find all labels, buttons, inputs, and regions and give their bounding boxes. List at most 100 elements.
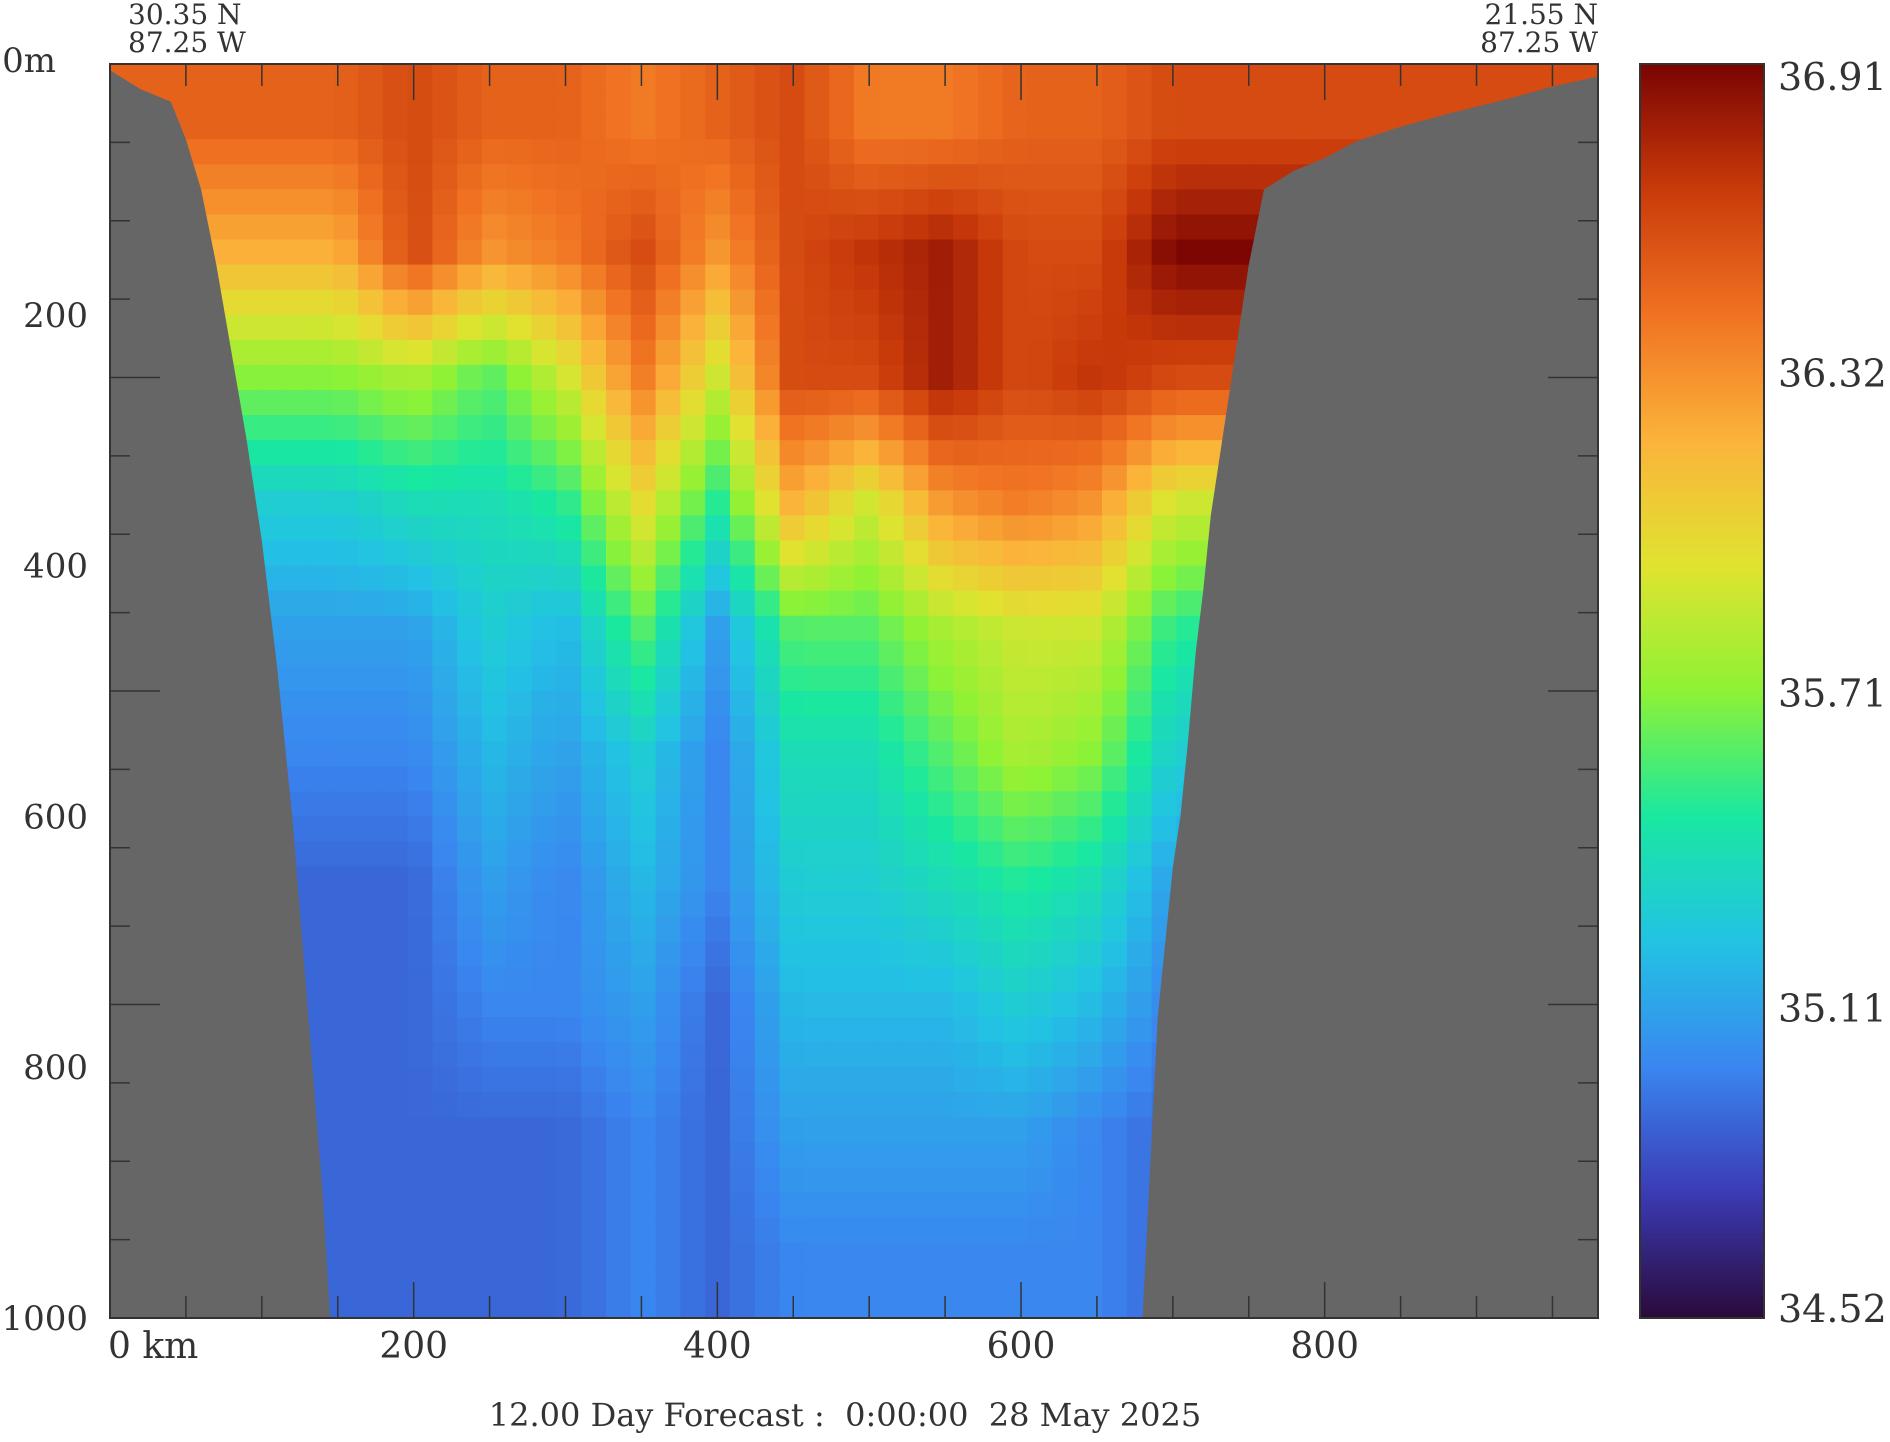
field-cell (854, 866, 880, 893)
field-cell (779, 515, 805, 542)
field-cell (333, 1242, 359, 1269)
field-cell (1027, 264, 1053, 291)
field-cell (680, 540, 706, 567)
field-cell (804, 891, 830, 918)
field-cell (978, 440, 1004, 466)
field-cell (903, 314, 929, 341)
field-cell (457, 114, 483, 140)
field-cell (407, 991, 433, 1018)
field-cell (854, 214, 880, 241)
field-cell (829, 64, 855, 90)
field-cell (432, 314, 458, 341)
field-cell (1002, 665, 1029, 692)
field-cell (1126, 415, 1153, 441)
field-cell (705, 1042, 731, 1068)
field-cell (457, 816, 483, 843)
field-cell (630, 64, 657, 90)
field-cell (407, 189, 433, 216)
field-cell (1151, 665, 1177, 692)
field-cell (779, 1067, 805, 1093)
field-cell (382, 1092, 409, 1118)
field-cell (829, 89, 855, 115)
field-cell (903, 1292, 929, 1318)
field-cell (407, 866, 433, 893)
field-cell (333, 390, 359, 416)
field-cell (754, 164, 781, 190)
field-cell (506, 1217, 533, 1244)
field-cell (928, 214, 954, 241)
field-cell (630, 239, 657, 266)
field-cell (382, 239, 409, 266)
field-cell (1126, 239, 1153, 266)
field-cell (978, 1117, 1004, 1144)
field-cell (854, 640, 880, 667)
field-cell (531, 791, 557, 817)
field-cell (382, 1242, 409, 1269)
field-cell (308, 966, 334, 993)
field-cell (1002, 1167, 1029, 1194)
field-cell (878, 390, 905, 416)
field-cell (804, 565, 830, 592)
x-tick-label: 0 km (108, 1326, 198, 1367)
field-cell (1102, 866, 1128, 893)
field-cell (1002, 565, 1029, 592)
field-cell (1176, 415, 1202, 441)
field-cell (1002, 364, 1029, 391)
field-cell (730, 1142, 756, 1169)
field-cell (506, 1142, 533, 1169)
field-cell (333, 139, 359, 165)
field-cell (482, 1067, 508, 1093)
field-cell (482, 766, 508, 792)
field-cell (705, 640, 731, 667)
field-cell (382, 991, 409, 1018)
field-cell (308, 239, 334, 266)
field-cell (1077, 214, 1103, 241)
field-cell (432, 1017, 458, 1043)
field-cell (730, 139, 756, 165)
field-cell (1151, 390, 1177, 416)
field-cell (258, 364, 285, 391)
field-cell (754, 615, 781, 642)
field-cell (333, 766, 359, 792)
field-cell (407, 615, 433, 642)
field-cell (903, 1092, 929, 1118)
field-cell (258, 114, 285, 140)
field-cell (333, 114, 359, 140)
field-cell (1052, 1142, 1078, 1169)
field-cell (730, 1017, 756, 1043)
field-cell (556, 590, 582, 617)
field-cell (1151, 490, 1177, 517)
field-cell (1151, 691, 1177, 717)
field-cell (606, 1192, 632, 1219)
field-cell (606, 916, 632, 943)
field-cell (1126, 1017, 1153, 1043)
field-cell (606, 264, 632, 291)
field-cell (878, 465, 905, 491)
field-cell (655, 816, 681, 843)
field-cell (829, 640, 855, 667)
field-cell (928, 364, 954, 391)
field-cell (903, 139, 929, 165)
field-cell (1102, 465, 1128, 491)
field-cell (581, 691, 607, 717)
field-cell (804, 1217, 830, 1244)
field-cell (531, 490, 557, 517)
field-cell (581, 1217, 607, 1244)
field-cell (333, 314, 359, 341)
field-cell (506, 916, 533, 943)
field-cell (506, 440, 533, 466)
field-cell (829, 289, 855, 316)
field-cell (482, 1217, 508, 1244)
field-cell (1027, 364, 1053, 391)
field-cell (1151, 239, 1177, 266)
field-cell (1077, 515, 1103, 542)
field-cell (1126, 540, 1153, 567)
field-cell (630, 866, 657, 893)
field-cell (730, 189, 756, 216)
field-cell (1052, 1092, 1078, 1118)
field-cell (1325, 64, 1351, 90)
field-cell (878, 1192, 905, 1219)
field-cell (531, 590, 557, 617)
field-cell (606, 741, 632, 767)
field-cell (506, 390, 533, 416)
